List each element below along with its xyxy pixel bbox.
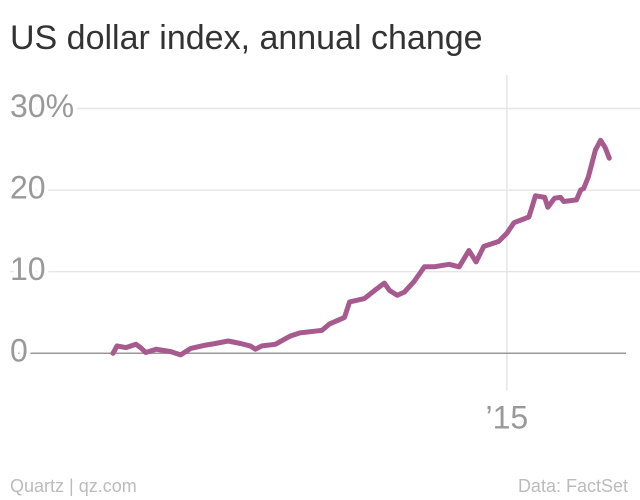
source: Data: FactSet (518, 476, 628, 496)
y-tick-label: 20 (10, 170, 46, 206)
y-tick-label: 30% (10, 88, 74, 124)
line (110, 137, 612, 358)
x-tick-label: ’15 (485, 399, 528, 435)
y-tick-label: 10 (10, 251, 46, 287)
chart-title: US dollar index, annual change (10, 19, 483, 57)
y-tick-label: 0 (10, 333, 28, 369)
credit: Quartz | qz.com (10, 476, 137, 496)
